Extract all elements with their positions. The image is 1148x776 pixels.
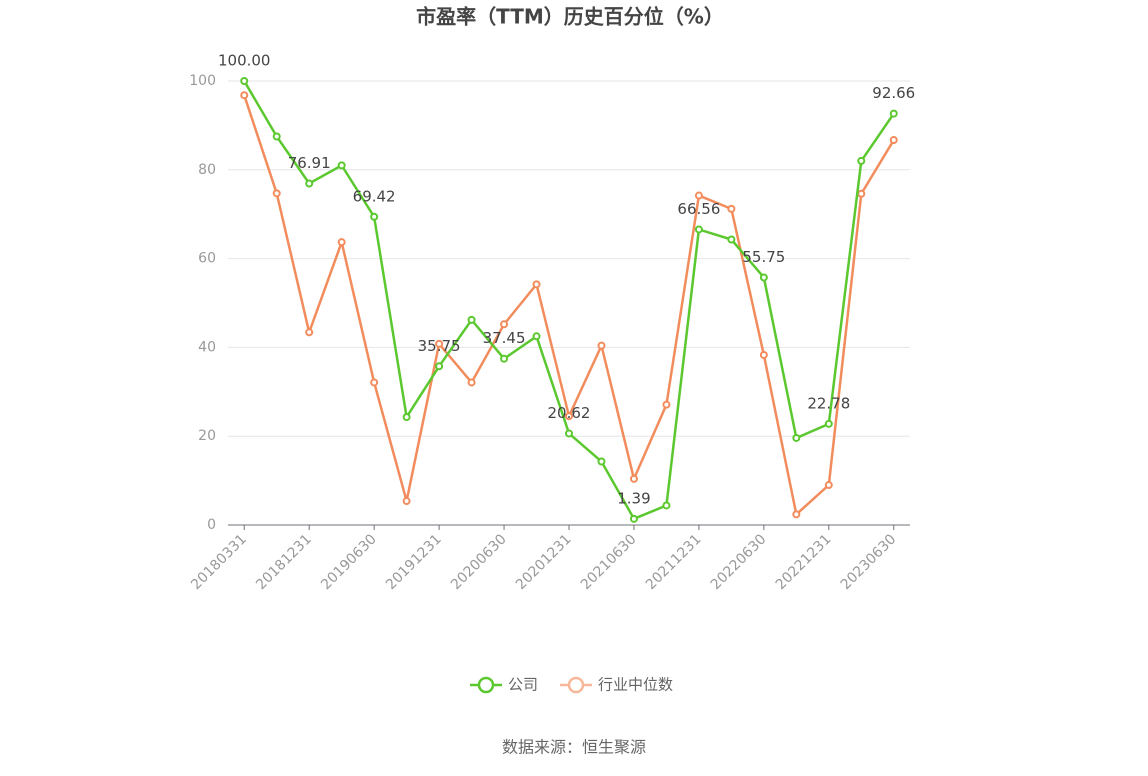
point [889,109,898,118]
point [662,400,671,409]
x-tick-label: 20230630 [838,531,900,593]
x-tick-label: 20201231 [513,531,575,593]
point [370,212,379,221]
x-tick-label: 20221231 [773,531,835,593]
point [629,514,638,523]
legend-marker [567,676,585,694]
point [240,77,249,85]
point [857,156,866,165]
x-tick-label: 20220630 [708,531,770,593]
x-tick-label: 20200630 [448,531,510,593]
series-line [243,80,895,521]
x-tick-label: 20191231 [383,531,445,593]
point [727,235,736,244]
point [629,474,638,483]
point [727,204,736,213]
data-label: 22.78 [807,394,850,412]
point [435,362,444,371]
point [759,273,768,282]
point [662,501,671,510]
data-label: 37.45 [483,329,526,347]
point [402,413,411,422]
point [759,350,768,359]
point [597,457,606,466]
point [435,339,444,348]
point [532,332,541,341]
y-tick-label: 100 [189,73,216,89]
chart-title: 市盈率（TTM）历史百分位（%） [416,5,724,29]
data-label: 92.66 [872,84,915,102]
y-tick-label: 80 [198,162,216,178]
data-label: 69.42 [353,187,396,205]
point [500,320,509,329]
point [305,328,314,337]
point [402,497,411,506]
x-tick-label: 20210630 [578,531,640,593]
data-label: 35.75 [418,337,461,355]
data-label: 55.75 [742,248,785,266]
point [272,132,281,141]
y-tick-label: 60 [198,251,216,267]
legend-label: 公司 [508,676,538,694]
point [240,91,249,100]
x-tick-label: 20211231 [643,531,705,593]
y-tick-label: 40 [198,339,216,355]
point [467,315,476,324]
point [467,378,476,387]
legend-marker [477,676,495,694]
point [792,510,801,519]
point [565,412,573,421]
point [500,354,509,363]
y-tick-label: 20 [198,428,216,444]
point [272,189,281,198]
data-label: 20.62 [548,404,591,422]
point [532,280,541,289]
point [565,429,573,438]
point [597,341,606,350]
point [694,191,703,200]
point [824,481,833,490]
point [824,419,833,428]
point [337,161,346,170]
series-line [243,94,895,517]
x-tick-label: 20181231 [253,531,315,593]
point [305,179,314,188]
point [337,238,346,247]
data-label: 76.91 [288,154,331,172]
legend-label: 行业中位数 [598,676,673,694]
data-label: 100.00 [218,52,271,70]
point [857,189,866,198]
source: 数据来源：恒生聚源 [502,738,646,757]
point [694,225,703,234]
point [370,378,379,387]
point [889,136,898,145]
data-label: 1.39 [617,489,650,507]
y-tick-label: 0 [207,517,216,533]
point [792,433,801,442]
data-label: 66.56 [677,200,720,218]
x-tick-label: 20190630 [318,531,380,593]
x-tick-label: 20180331 [188,531,250,593]
